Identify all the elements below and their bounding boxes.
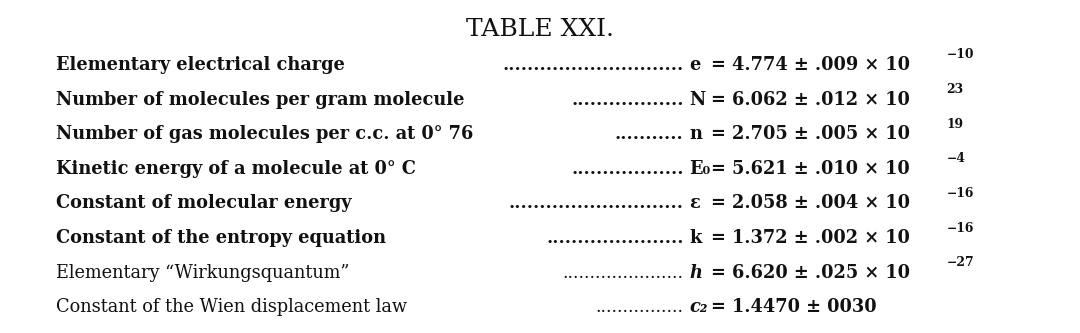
Text: Elementary electrical charge: Elementary electrical charge [56, 56, 345, 74]
Text: −4: −4 [947, 152, 966, 166]
Text: 23: 23 [947, 83, 963, 96]
Text: e: e [689, 56, 701, 74]
Text: k: k [689, 229, 701, 247]
Text: n: n [689, 125, 702, 143]
Text: = 6.062 ± .012 × 10: = 6.062 ± .012 × 10 [711, 91, 909, 109]
Text: = 1.4470 ± 0030: = 1.4470 ± 0030 [711, 298, 876, 316]
Text: N: N [689, 91, 705, 109]
Text: Constant of molecular energy: Constant of molecular energy [56, 194, 352, 212]
Text: ......................: ...................... [563, 264, 684, 282]
Text: −27: −27 [947, 256, 974, 269]
Text: 19: 19 [947, 118, 963, 131]
Text: TABLE XXI.: TABLE XXI. [465, 18, 615, 41]
Text: ................: ................ [596, 298, 684, 316]
Text: Constant of the entropy equation: Constant of the entropy equation [56, 229, 387, 247]
Text: −16: −16 [947, 187, 974, 200]
Text: ..................: .................. [571, 91, 684, 109]
Text: c₂: c₂ [689, 298, 707, 316]
Text: ...........: ........... [615, 125, 684, 143]
Text: Constant of the Wien displacement law: Constant of the Wien displacement law [56, 298, 407, 316]
Text: E₀: E₀ [689, 160, 711, 178]
Text: = 4.774 ± .009 × 10: = 4.774 ± .009 × 10 [711, 56, 909, 74]
Text: = 5.621 ± .010 × 10: = 5.621 ± .010 × 10 [711, 160, 909, 178]
Text: ............................: ............................ [509, 194, 684, 212]
Text: Elementary “Wirkungsquantum”: Elementary “Wirkungsquantum” [56, 264, 350, 282]
Text: .............................: ............................. [502, 56, 684, 74]
Text: ..................: .................. [571, 160, 684, 178]
Text: −16: −16 [947, 221, 974, 235]
Text: h: h [689, 264, 702, 282]
Text: −10: −10 [947, 48, 974, 62]
Text: ......................: ...................... [546, 229, 684, 247]
Text: Number of gas molecules per c.c. at 0° 76: Number of gas molecules per c.c. at 0° 7… [56, 125, 473, 143]
Text: = 2.058 ± .004 × 10: = 2.058 ± .004 × 10 [711, 194, 909, 212]
Text: = 2.705 ± .005 × 10: = 2.705 ± .005 × 10 [711, 125, 909, 143]
Text: = 6.620 ± .025 × 10: = 6.620 ± .025 × 10 [711, 264, 909, 282]
Text: Number of molecules per gram molecule: Number of molecules per gram molecule [56, 91, 464, 109]
Text: ε: ε [689, 194, 700, 212]
Text: = 1.372 ± .002 × 10: = 1.372 ± .002 × 10 [711, 229, 909, 247]
Text: Kinetic energy of a molecule at 0° C: Kinetic energy of a molecule at 0° C [56, 160, 416, 178]
